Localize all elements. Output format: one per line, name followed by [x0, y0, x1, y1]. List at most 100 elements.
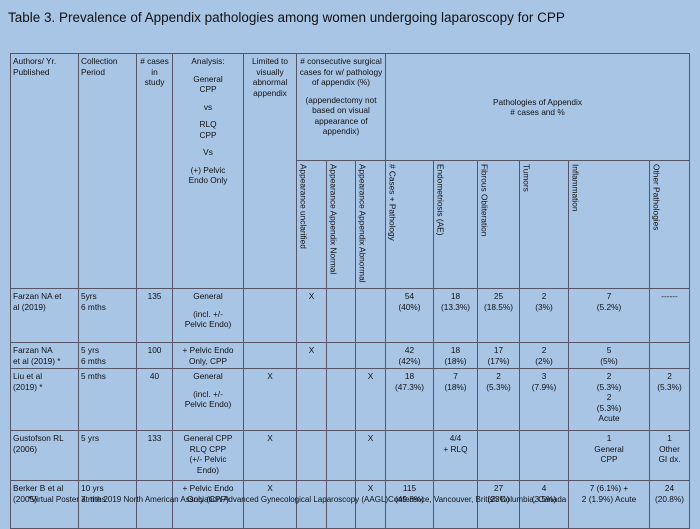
data-cell: 2 (5.3%) — [649, 368, 691, 432]
cell-line: (incl. +/- — [193, 308, 223, 319]
header-cell: Limited to visually abnormal appendix — [243, 52, 297, 290]
cell-line: + Pelvic Endo — [182, 345, 234, 356]
header-cell: Analysis: General CPP vs RLQ CPP Vs (+) Pelvic E… — [172, 52, 244, 290]
rotated-header: Endometriosis (AE) — [433, 159, 479, 290]
header-cell: Collection Period — [78, 52, 137, 290]
cell-line: 2 — [496, 371, 501, 382]
cell-line: 18 — [404, 371, 415, 382]
data-cell: + Pelvic Endo Only, CPP — [172, 342, 244, 370]
data-cell: 3 (7.9%) — [519, 368, 570, 432]
data-cell: Farzan NA et al (2019) * — [10, 342, 79, 370]
page: {"title": "Table 3. Prevalence of Append… — [8, 10, 691, 529]
data-cell: 4 (3.5%) — [519, 480, 570, 529]
cell-line: GI dx. — [658, 454, 681, 465]
table-title: Table 3. Prevalence of Appendix patholog… — [8, 10, 565, 25]
data-row: Farzan NA et al (2019) * 5 yrs 6 mths 100 + P… — [10, 342, 691, 370]
data-cell: 7 (6.1%) +2 (1.9%) Acute — [568, 480, 651, 529]
cell-line: ------ — [661, 291, 678, 302]
header-cell: Pathologies of Appendix # cases and % — [385, 53, 691, 161]
cell-line: Vs — [203, 147, 213, 157]
data-cell: 5 mths — [78, 368, 137, 432]
cell-line: X — [308, 345, 315, 356]
data-cell: 2 (2%) — [519, 342, 570, 370]
data-cell: X — [243, 480, 297, 529]
cell-line: (5.3%) — [596, 381, 622, 392]
data-cell: X — [296, 342, 327, 370]
cell-line: 17 — [493, 345, 504, 356]
header-label: Appearance Appendix Abnormal — [357, 164, 368, 283]
cell-line: CPP — [199, 129, 217, 140]
data-cell: Berker B et al (2005) — [10, 480, 79, 529]
data-cell — [326, 288, 356, 344]
cell-line: X — [267, 433, 273, 444]
cell-line: Other — [659, 443, 680, 454]
cell-line: (appendectomy not based on visual appear… — [305, 94, 377, 137]
header-label: Fibrous Obliteration — [479, 164, 490, 237]
data-cell — [649, 342, 691, 370]
data-cell — [326, 368, 356, 432]
cell-line: Collection — [81, 56, 118, 66]
data-cell: 10 yrs 7 mths — [78, 480, 137, 529]
data-cell: 100 — [136, 342, 173, 370]
data-cell: 18 (18%) — [433, 342, 479, 370]
cell-line: Analysis: — [191, 56, 225, 66]
data-cell: X — [354, 430, 387, 482]
cell-line: vs — [203, 101, 213, 112]
cell-line: Farzan NA et — [13, 291, 62, 302]
cell-line: (5.3%) — [486, 381, 511, 392]
cell-line: 3 — [541, 371, 547, 382]
data-cell: 5 yrs 6 mths — [78, 342, 137, 370]
cell-line: visually — [256, 66, 284, 77]
cell-line: 1 — [606, 433, 612, 444]
data-cell: 4/4 + RLQ — [433, 430, 479, 482]
data-cell: 5 (5%) — [568, 342, 651, 370]
cell-line: 115 — [402, 483, 417, 494]
cell-line: 10 yrs — [81, 483, 104, 494]
cell-line: Published — [13, 66, 50, 77]
cell-line: 133 — [147, 433, 162, 444]
cell-line: (2%) — [535, 355, 553, 366]
data-cell: 27 (23%) — [477, 480, 521, 529]
cell-line: 2 — [667, 371, 672, 382]
rotated-header: Fibrous Obliteration — [477, 159, 521, 290]
cell-line: Period — [81, 66, 105, 77]
cell-line: Only, CPP — [188, 355, 228, 366]
data-cell: + Pelvic Endo Only (CPP) — [172, 480, 244, 529]
cell-line: 2 — [606, 371, 612, 382]
cell-line: General CPP — [183, 433, 233, 444]
cell-line: X — [308, 291, 315, 302]
cell-line: abnormal — [252, 77, 288, 87]
cell-line: General — [193, 73, 223, 84]
cell-line: 42 — [404, 345, 415, 356]
header-cell: # cases in study — [136, 52, 173, 290]
data-cell — [433, 480, 479, 529]
data-cell: General CPP RLQ CPP (+/- Pelvic Endo) — [172, 430, 244, 482]
header-label: Other Pathologies — [651, 164, 662, 231]
cell-line: Gustofson RL — [13, 433, 64, 444]
header-label: Endometriosis (AE) — [435, 164, 446, 236]
cell-line: 7 mths — [81, 493, 106, 504]
data-cell: 18 (47.3%) — [385, 368, 435, 432]
cell-line: X — [267, 371, 273, 382]
cell-line: 2 — [541, 291, 547, 302]
page-body: Table 3. Prevalence of Appendix patholog… — [8, 10, 691, 529]
data-cell: 25 (18.5%) — [477, 288, 521, 344]
data-row: Liu et al (2019) * 5 mths 40 General (incl. +… — [10, 368, 691, 432]
cell-line: 25 — [493, 291, 504, 302]
cell-line: X — [367, 371, 374, 382]
cell-line: (49.8%) — [394, 493, 425, 504]
cell-line: 6 mths — [81, 301, 106, 312]
cell-line: Pathologies of Appendix — [493, 96, 583, 107]
cell-line: Berker B et al — [13, 483, 64, 494]
data-cell — [326, 342, 356, 370]
cell-line: (5.3%) — [596, 402, 622, 413]
cell-line: al (2019) — [13, 301, 46, 312]
header-label: # Cases + Pathology — [387, 164, 398, 241]
data-cell: 2 (5.3%) — [477, 368, 521, 432]
cell-line: (17%) — [487, 355, 510, 366]
cell-line: appendix — [253, 87, 287, 98]
data-cell — [243, 288, 297, 344]
cell-line: 5yrs — [81, 291, 97, 302]
data-cell: 2 (3%) — [519, 288, 570, 344]
data-row: Gustofson RL (2006) 5 yrs 133 General CPP RLQ… — [10, 430, 691, 482]
